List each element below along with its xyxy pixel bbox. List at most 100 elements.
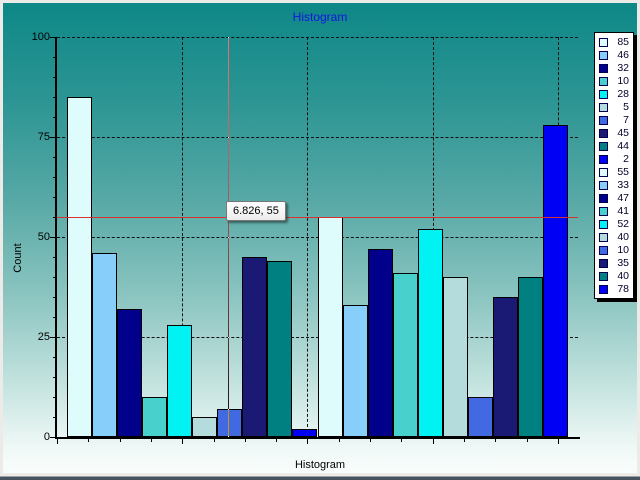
histogram-bar[interactable] [192,417,217,437]
legend-item[interactable]: 5 [595,101,633,114]
legend-item[interactable]: 45 [595,127,633,140]
legend-item[interactable]: 40 [595,270,633,283]
histogram-bar[interactable] [318,217,343,437]
histogram-bar[interactable] [67,97,92,437]
x-gridline [307,37,308,437]
legend-item[interactable]: 10 [595,244,633,257]
legend-item[interactable]: 41 [595,205,633,218]
legend-value-label: 35 [617,257,629,269]
x-axis-title: Histogram [294,459,346,471]
window-edge-dark [0,477,640,480]
y-minor-tick [53,277,57,278]
legend-value-label: 33 [617,179,629,191]
legend-item[interactable]: 46 [595,49,633,62]
histogram-bar[interactable] [493,297,518,437]
window-frame-top [0,0,640,3]
x-minor-tick [464,439,465,442]
legend-item[interactable]: 2 [595,153,633,166]
legend-item[interactable]: 35 [595,257,633,270]
legend-item[interactable]: 33 [595,179,633,192]
y-minor-tick [53,57,57,58]
legend-swatch [599,168,608,177]
legend-value-label: 52 [617,218,629,230]
legend-item[interactable]: 40 [595,231,633,244]
legend-item[interactable]: 52 [595,218,633,231]
histogram-bar[interactable] [418,229,443,437]
x-minor-tick [151,439,152,442]
legend-value-label: 28 [617,88,629,100]
legend-value-label: 40 [617,270,629,282]
x-major-tick [182,439,183,444]
x-minor-tick [245,439,246,442]
legend-item[interactable]: 44 [595,140,633,153]
histogram-bar[interactable] [518,277,543,437]
legend-swatch [599,272,608,281]
x-minor-tick [214,439,215,442]
y-minor-tick [53,117,57,118]
legend-value-label: 7 [623,114,629,126]
window-frame-bottom [0,473,640,476]
x-minor-tick [370,439,371,442]
x-minor-tick [276,439,277,442]
histogram-bar[interactable] [292,429,317,437]
histogram-bar[interactable] [167,325,192,437]
crosshair-tooltip: 6.826, 55 [226,201,286,221]
legend-item[interactable]: 32 [595,62,633,75]
legend-swatch [599,285,608,294]
legend-item[interactable]: 78 [595,283,633,296]
y-gridline [57,337,578,338]
legend-swatch [599,220,608,229]
y-minor-tick [53,317,57,318]
histogram-bar[interactable] [343,305,368,437]
histogram-bar[interactable] [267,261,292,437]
y-minor-tick [53,357,57,358]
legend-swatch [599,77,608,86]
y-major-tick [50,37,57,38]
y-minor-tick [53,157,57,158]
y-gridline [57,137,578,138]
x-minor-tick [401,439,402,442]
y-minor-tick [53,97,57,98]
legend-value-label: 85 [617,36,629,48]
window-frame-right [637,0,640,480]
legend-value-label: 46 [617,49,629,61]
histogram-bar[interactable] [468,397,493,437]
legend-item[interactable]: 55 [595,166,633,179]
histogram-bar[interactable] [92,253,117,437]
legend-swatch [599,103,608,112]
legend-value-label: 41 [617,205,629,217]
legend-swatch [599,116,608,125]
histogram-bar[interactable] [543,125,568,437]
window-frame-left [0,0,3,480]
histogram-bar[interactable] [242,257,267,437]
legend-item[interactable]: 28 [595,88,633,101]
histogram-bar[interactable] [368,249,393,437]
crosshair-vertical-line [228,37,229,437]
legend-item[interactable]: 7 [595,114,633,127]
y-gridline [57,237,578,238]
legend-swatch [599,64,608,73]
legend-item[interactable]: 10 [595,75,633,88]
legend[interactable]: 85 46 32 10 28 5 7 45 44 2 55 33 47 41 52 40 10 35 40 78 [594,32,634,299]
legend-item[interactable]: 47 [595,192,633,205]
legend-item[interactable]: 85 [595,36,633,49]
y-minor-tick [53,177,57,178]
legend-value-label: 40 [617,231,629,243]
y-major-tick [50,137,57,138]
legend-swatch [599,246,608,255]
histogram-bar[interactable] [217,409,242,437]
y-minor-tick [53,77,57,78]
y-gridline [57,37,578,38]
y-major-tick [50,237,57,238]
legend-swatch [599,207,608,216]
y-minor-tick [53,217,57,218]
y-minor-tick [53,377,57,378]
x-major-tick [558,439,559,444]
y-tick-label: 25 [37,331,50,343]
histogram-bar[interactable] [117,309,142,437]
legend-value-label: 5 [623,101,629,113]
window-edge-highlight [0,476,640,477]
histogram-bar[interactable] [142,397,167,437]
histogram-bar[interactable] [443,277,468,437]
histogram-bar[interactable] [393,273,418,437]
